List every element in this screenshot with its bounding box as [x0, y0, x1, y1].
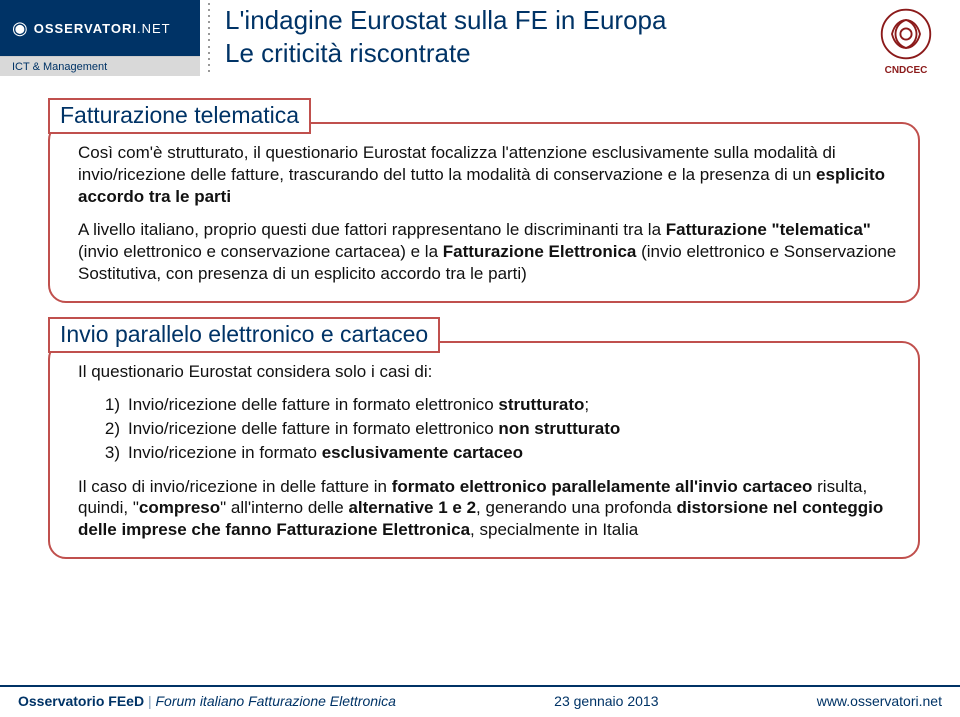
list-text: Invio/ricezione in formato esclusivament…	[128, 442, 523, 464]
section-1-label: Fatturazione telematica	[48, 98, 311, 134]
slide-footer: Osservatorio FEeD | Forum italiano Fattu…	[0, 685, 960, 717]
slide-content: Fatturazione telematica Così com'è strut…	[0, 90, 960, 559]
footer-left-italic: Forum italiano Fatturazione Elettronica	[155, 693, 395, 709]
section-1: Fatturazione telematica Così com'è strut…	[48, 98, 920, 303]
list-text: Invio/ricezione delle fatture in formato…	[128, 394, 589, 416]
header-band: ◉ OSSERVATORI.NET	[0, 0, 200, 56]
section-2-list: 1) Invio/ricezione delle fatture in form…	[98, 394, 898, 463]
section-1-para-2: A livello italiano, proprio questi due f…	[78, 219, 898, 284]
section-2-box: Il questionario Eurostat considera solo …	[48, 341, 920, 559]
footer-left-bold: Osservatorio FEeD	[18, 693, 144, 709]
logo-osservatori: ◉ OSSERVATORI.NET	[12, 18, 171, 39]
section-2-outro: Il caso di invio/ricezione in delle fatt…	[78, 476, 898, 541]
list-item: 2) Invio/ricezione delle fatture in form…	[98, 418, 898, 440]
logo-suffix-text: .NET	[137, 21, 171, 36]
footer-left-bar: |	[144, 693, 155, 709]
list-text: Invio/ricezione delle fatture in formato…	[128, 418, 620, 440]
list-num: 2)	[98, 418, 120, 440]
list-num: 3)	[98, 442, 120, 464]
list-num: 1)	[98, 394, 120, 416]
footer-right: www.osservatori.net	[817, 693, 942, 709]
header-sub-band: ICT & Management	[0, 56, 200, 76]
footer-left: Osservatorio FEeD | Forum italiano Fattu…	[18, 693, 396, 709]
section-2: Invio parallelo elettronico e cartaceo I…	[48, 317, 920, 559]
separator-dots-icon	[208, 0, 220, 75]
section-2-intro: Il questionario Eurostat considera solo …	[78, 361, 898, 383]
title-line-2: Le criticità riscontrate	[225, 37, 666, 70]
logo-main-text: OSSERVATORI	[34, 21, 137, 36]
cndcec-label: CNDCEC	[866, 65, 946, 76]
section-2-label: Invio parallelo elettronico e cartaceo	[48, 317, 440, 353]
list-item: 1) Invio/ricezione delle fatture in form…	[98, 394, 898, 416]
title-line-1: L'indagine Eurostat sulla FE in Europa	[225, 4, 666, 37]
list-item: 3) Invio/ricezione in formato esclusivam…	[98, 442, 898, 464]
footer-center: 23 gennaio 2013	[554, 693, 658, 709]
logo-bullet-icon: ◉	[12, 18, 28, 39]
slide-title: L'indagine Eurostat sulla FE in Europa L…	[225, 4, 666, 69]
section-1-para-1: Così com'è strutturato, il questionario …	[78, 142, 898, 207]
logo-cndcec: CNDCEC	[866, 6, 946, 76]
logo-sub-text: ICT & Management	[12, 61, 107, 73]
cndcec-emblem-icon	[878, 6, 934, 62]
section-1-box: Così com'è strutturato, il questionario …	[48, 122, 920, 303]
slide-header: ◉ OSSERVATORI.NET ICT & Management L'ind…	[0, 0, 960, 90]
